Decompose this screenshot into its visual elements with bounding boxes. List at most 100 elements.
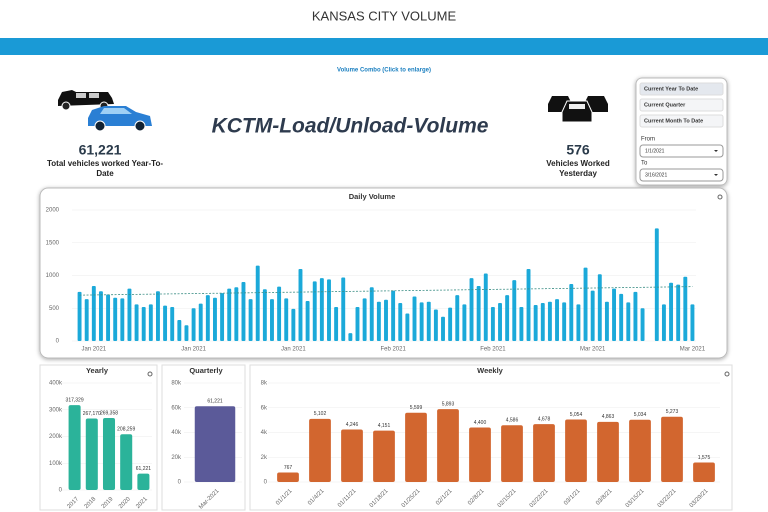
bar	[476, 285, 481, 341]
bar	[426, 301, 431, 341]
value-label: 5,893	[442, 401, 455, 407]
bar	[597, 274, 602, 341]
value-label: 4,400	[474, 420, 487, 426]
bar	[91, 285, 96, 341]
bar	[565, 419, 587, 482]
y-tick-label: 1500	[46, 240, 60, 246]
y-tick-label: 100k	[49, 461, 63, 467]
bar	[398, 303, 403, 341]
bar	[177, 320, 182, 341]
ytd-label-box: Total vehicles worked Year-To-Date	[47, 159, 163, 178]
from-select[interactable]	[639, 144, 724, 158]
bar	[533, 304, 538, 341]
x-tick-label: Jan 2021	[181, 347, 206, 353]
from-label: From	[641, 137, 655, 143]
y-tick-label: 60k	[171, 405, 182, 411]
bar	[437, 409, 459, 482]
bar	[376, 301, 381, 341]
bar	[194, 406, 236, 482]
traffic-icon	[548, 96, 608, 123]
bar	[106, 294, 111, 341]
value-label: 5,599	[410, 405, 423, 411]
caret	[714, 174, 718, 176]
bar	[501, 425, 523, 482]
bar	[305, 301, 310, 341]
bar	[184, 325, 189, 341]
weekly-panel	[249, 364, 733, 511]
bar	[262, 289, 267, 341]
chart-title: Yearly	[86, 366, 109, 375]
value-label: 5,034	[634, 412, 647, 418]
filter-button[interactable]	[639, 98, 724, 112]
from-value: 1/1/2021	[645, 148, 665, 154]
y-tick-label: 6k	[261, 405, 268, 411]
bar	[441, 316, 445, 341]
bar	[419, 302, 424, 341]
filters: Current Year To Date Current Quarter Curre…	[639, 82, 724, 128]
y-tick-label: 0	[264, 480, 268, 486]
filter-button[interactable]	[639, 82, 724, 96]
value-label: 4,151	[378, 423, 391, 429]
y-tick-label: 400k	[49, 381, 63, 387]
x-tick-label: Mar 2021	[580, 347, 606, 353]
bar	[309, 418, 331, 482]
value-label: 5,054	[570, 412, 583, 418]
yesterday-value: 576	[566, 142, 590, 158]
bar	[405, 412, 427, 482]
x-tick-label: Feb 2021	[480, 347, 506, 353]
zoom-icon[interactable]	[147, 371, 153, 377]
bar	[462, 304, 467, 341]
bar	[248, 299, 253, 341]
zoom-icon[interactable]	[724, 371, 730, 377]
bar	[626, 302, 631, 341]
bar	[683, 276, 688, 341]
bar	[469, 427, 491, 482]
y-tick-label: 4k	[261, 430, 268, 436]
bar	[661, 304, 666, 341]
bar	[619, 293, 624, 341]
bar	[205, 295, 210, 341]
bar	[334, 306, 339, 341]
bar	[469, 278, 474, 341]
bar	[277, 472, 299, 482]
bar	[198, 303, 203, 341]
bar	[170, 306, 175, 341]
bar	[448, 307, 453, 341]
bar	[141, 306, 146, 341]
to-select[interactable]	[639, 168, 724, 182]
zoom-icon[interactable]	[717, 194, 723, 200]
bar	[68, 405, 81, 490]
y-tick-label: 20k	[171, 455, 182, 461]
bar	[490, 306, 495, 341]
y-tick-label: 300k	[49, 407, 63, 413]
bar	[455, 295, 460, 341]
bar	[102, 417, 116, 490]
value-label: 269,358	[100, 410, 118, 416]
bar	[533, 424, 555, 482]
enlarge-link[interactable]: Volume Combo (Click to enlarge)	[337, 68, 431, 74]
y-tick-label: 2k	[261, 455, 268, 461]
bar	[512, 280, 517, 341]
bar	[519, 306, 524, 341]
value-label: 267,170	[83, 411, 101, 417]
bar	[412, 296, 417, 341]
bar	[362, 298, 367, 341]
value-label: 4,246	[346, 422, 359, 428]
filter-option: Current Quarter	[644, 102, 686, 108]
x-tick-label: Feb 2021	[380, 347, 406, 353]
filter-button[interactable]	[639, 114, 724, 128]
y-tick-label: 40k	[171, 430, 182, 436]
bar	[693, 462, 715, 482]
bar	[405, 313, 410, 341]
value-label: 4,678	[538, 416, 551, 422]
y-tick-label: 0	[178, 480, 182, 486]
bar	[690, 304, 695, 341]
bar	[137, 473, 150, 490]
bar	[483, 273, 488, 341]
value-label: 208,259	[117, 427, 135, 433]
bar	[576, 304, 581, 341]
bar	[270, 299, 274, 341]
value-label: 767	[284, 465, 293, 471]
